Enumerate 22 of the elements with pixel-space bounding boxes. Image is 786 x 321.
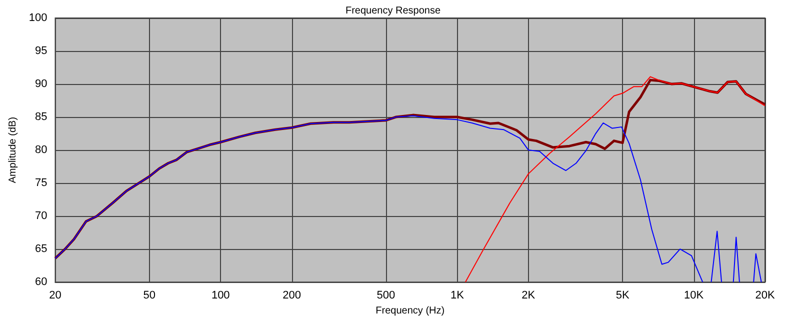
- chart-title: Frequency Response: [345, 6, 441, 16]
- y-tick-label: 95: [35, 45, 48, 58]
- y-tick-label: 100: [28, 12, 48, 24]
- y-tick-label: 85: [35, 111, 48, 124]
- x-tick-label: 20K: [755, 290, 776, 302]
- y-tick-label: 90: [35, 78, 48, 90]
- y-tick-label: 80: [35, 144, 48, 156]
- x-tick-label: 20: [49, 290, 62, 302]
- x-tick-label: 50: [143, 290, 156, 302]
- x-tick-label: 10K: [684, 290, 704, 302]
- x-tick-label: 100: [211, 290, 230, 302]
- x-tick-label: 5K: [616, 290, 630, 302]
- x-tick-label: 1K: [450, 290, 465, 302]
- y-tick-label: 60: [35, 276, 48, 288]
- x-tick-label: 200: [282, 290, 302, 302]
- x-axis-title: Frequency (Hz): [376, 306, 445, 316]
- x-tick-label: 2K: [522, 290, 536, 302]
- y-tick-label: 70: [35, 210, 48, 222]
- y-tick-label: 75: [35, 177, 48, 190]
- y-axis-title: Amplitude (dB): [8, 116, 18, 184]
- x-tick-label: 500: [376, 290, 396, 302]
- y-tick-label: 65: [35, 243, 48, 256]
